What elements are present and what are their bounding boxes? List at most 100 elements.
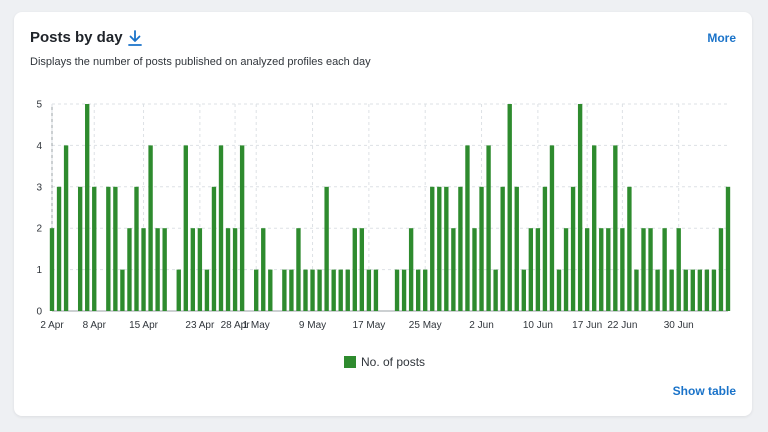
- bar: [451, 228, 456, 311]
- bar: [254, 269, 259, 311]
- bar: [268, 269, 273, 311]
- bar: [289, 269, 294, 311]
- bar: [549, 145, 555, 311]
- bar: [563, 228, 569, 311]
- bar: [296, 228, 301, 311]
- bar: [592, 145, 597, 311]
- bar: [338, 269, 343, 311]
- bar: [225, 228, 231, 311]
- bar: [303, 269, 308, 311]
- bar: [373, 269, 379, 311]
- bar: [218, 145, 224, 311]
- x-tick-label: 22 Jun: [607, 320, 637, 331]
- legend-label: No. of posts: [361, 355, 426, 369]
- bar: [634, 269, 639, 311]
- bar: [711, 269, 717, 311]
- bar: [359, 228, 365, 311]
- bar: [141, 228, 146, 311]
- bar: [261, 228, 266, 311]
- legend-swatch: [344, 356, 356, 368]
- bar: [211, 186, 217, 311]
- bar: [577, 104, 583, 311]
- posts-by-day-card: Posts by day More Displays the number of…: [14, 12, 752, 416]
- bar: [521, 269, 526, 311]
- bar: [120, 269, 125, 311]
- bar: [106, 186, 111, 311]
- bar: [430, 186, 435, 311]
- chart-legend[interactable]: No. of posts: [344, 355, 425, 369]
- bar: [507, 104, 512, 311]
- bar: [113, 186, 118, 311]
- bar: [282, 269, 287, 311]
- bar: [232, 228, 238, 311]
- bar: [148, 145, 153, 311]
- bar: [641, 228, 646, 311]
- bar: [444, 186, 449, 311]
- bar: [394, 269, 400, 311]
- bar: [500, 186, 505, 311]
- download-icon[interactable]: [127, 29, 143, 47]
- bar: [134, 186, 139, 311]
- bar: [324, 186, 329, 311]
- bar: [725, 186, 731, 311]
- bar: [606, 228, 611, 311]
- y-tick-label: 2: [36, 224, 42, 235]
- bar: [528, 228, 534, 311]
- bar: [162, 228, 167, 311]
- bar: [197, 228, 203, 311]
- bar: [535, 228, 541, 311]
- bar: [63, 145, 69, 311]
- y-tick-label: 5: [36, 100, 42, 111]
- bar: [183, 145, 188, 311]
- bar: [676, 228, 681, 311]
- bar: [570, 186, 576, 311]
- bar: [465, 145, 470, 311]
- bar: [366, 269, 372, 311]
- bar: [415, 269, 421, 311]
- x-tick-label: 30 Jun: [664, 320, 694, 331]
- bar: [718, 228, 724, 311]
- x-tick-label: 23 Apr: [185, 320, 215, 331]
- card-subtitle: Displays the number of posts published o…: [30, 56, 371, 68]
- bar: [704, 269, 710, 311]
- more-link[interactable]: More: [707, 31, 736, 45]
- x-tick-label: 17 Jun: [572, 320, 602, 331]
- bar: [613, 145, 618, 311]
- x-tick-label: 2 Jun: [469, 320, 493, 331]
- bar: [56, 186, 62, 311]
- bar: [77, 186, 83, 311]
- bar: [408, 228, 414, 311]
- bar: [317, 269, 322, 311]
- bar: [401, 269, 407, 311]
- y-tick-label: 0: [36, 307, 42, 318]
- bar: [239, 145, 245, 311]
- bar: [92, 186, 97, 311]
- bar: [627, 186, 632, 311]
- card-title: Posts by day: [30, 29, 123, 46]
- bar: [486, 145, 491, 311]
- bar: [683, 269, 688, 311]
- bar: [655, 269, 660, 311]
- bar: [345, 269, 350, 311]
- bar: [648, 228, 653, 311]
- x-tick-label: 15 Apr: [129, 320, 159, 331]
- bar: [697, 269, 703, 311]
- x-tick-label: 1 May: [243, 320, 270, 331]
- bar: [514, 186, 519, 311]
- show-table-link[interactable]: Show table: [672, 384, 736, 398]
- bar: [85, 104, 90, 311]
- x-tick-label: 25 May: [409, 320, 442, 331]
- bar: [662, 228, 667, 311]
- bar: [479, 186, 484, 311]
- bar: [584, 228, 590, 311]
- bar: [690, 269, 695, 311]
- bar: [437, 186, 442, 311]
- bar: [331, 269, 336, 311]
- x-tick-label: 9 May: [299, 320, 326, 331]
- bar: [599, 228, 604, 311]
- x-tick-label: 2 Apr: [40, 320, 64, 331]
- bar: [190, 228, 196, 311]
- x-tick-label: 10 Jun: [523, 320, 553, 331]
- bar: [310, 269, 315, 311]
- y-tick-label: 1: [36, 265, 42, 276]
